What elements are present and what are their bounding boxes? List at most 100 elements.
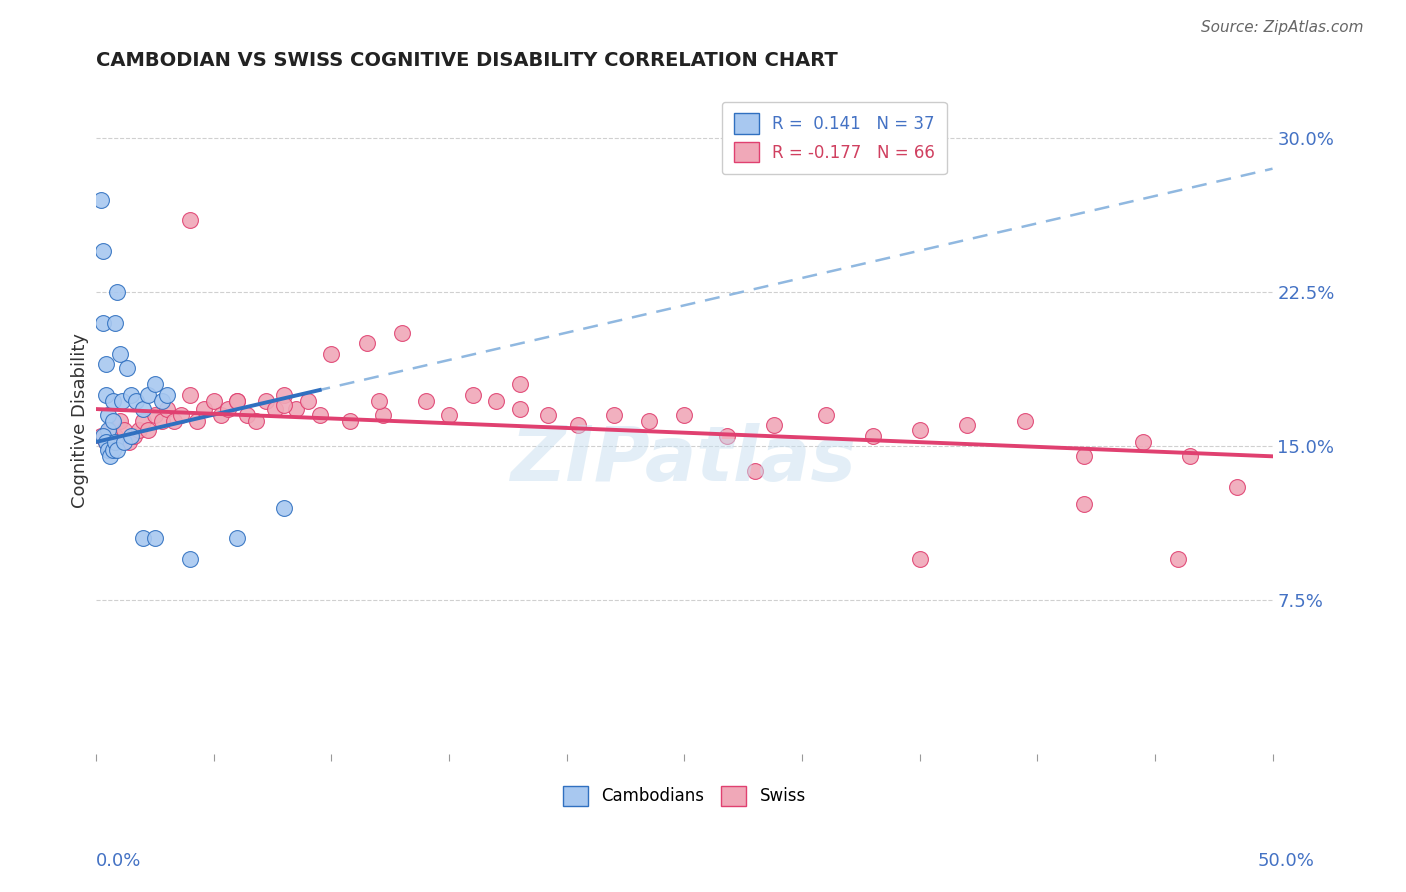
Point: [461, 387, 484, 401]
Point: [94, 434, 117, 449]
Point: [104, 434, 127, 449]
Point: [308, 408, 330, 422]
Point: [179, 213, 201, 227]
Point: [297, 393, 319, 408]
Point: [94, 434, 117, 449]
Point: [150, 393, 173, 408]
Point: [98, 423, 121, 437]
Point: [744, 464, 766, 478]
Point: [97, 408, 120, 422]
Point: [509, 402, 531, 417]
Point: [170, 408, 193, 422]
Point: [90, 429, 112, 443]
Point: [90, 193, 112, 207]
Text: 50.0%: 50.0%: [1258, 852, 1315, 870]
Point: [193, 402, 215, 417]
Point: [143, 377, 166, 392]
Point: [437, 408, 460, 422]
Point: [125, 393, 148, 408]
Point: [115, 361, 138, 376]
Point: [273, 387, 295, 401]
Point: [101, 443, 124, 458]
Point: [373, 408, 395, 422]
Point: [136, 423, 159, 437]
Point: [121, 429, 143, 443]
Point: [226, 393, 249, 408]
Point: [98, 450, 121, 464]
Point: [603, 408, 626, 422]
Text: CAMBODIAN VS SWISS COGNITIVE DISABILITY CORRELATION CHART: CAMBODIAN VS SWISS COGNITIVE DISABILITY …: [96, 51, 838, 70]
Point: [104, 429, 127, 443]
Point: [128, 423, 150, 437]
Point: [163, 414, 186, 428]
Point: [509, 377, 531, 392]
Point: [339, 414, 361, 428]
Point: [762, 418, 785, 433]
Point: [956, 418, 979, 433]
Point: [156, 402, 179, 417]
Point: [91, 316, 114, 330]
Text: 0.0%: 0.0%: [96, 852, 141, 870]
Point: [908, 552, 931, 566]
Point: [391, 326, 413, 340]
Point: [1073, 450, 1095, 464]
Point: [186, 414, 208, 428]
Point: [108, 346, 131, 360]
Point: [1132, 434, 1154, 449]
Point: [264, 402, 287, 417]
Point: [537, 408, 560, 422]
Point: [150, 414, 173, 428]
Point: [716, 429, 738, 443]
Y-axis label: Cognitive Disability: Cognitive Disability: [72, 333, 89, 508]
Point: [285, 402, 308, 417]
Point: [122, 429, 145, 443]
Point: [105, 443, 128, 458]
Point: [179, 387, 201, 401]
Point: [97, 423, 120, 437]
Point: [91, 429, 114, 443]
Point: [908, 423, 931, 437]
Point: [485, 393, 508, 408]
Point: [356, 336, 378, 351]
Point: [132, 532, 155, 546]
Point: [1167, 552, 1189, 566]
Point: [143, 532, 166, 546]
Point: [136, 387, 159, 401]
Point: [862, 429, 884, 443]
Point: [567, 418, 589, 433]
Point: [1180, 450, 1202, 464]
Point: [105, 285, 128, 299]
Point: [156, 387, 179, 401]
Point: [415, 393, 437, 408]
Point: [1073, 497, 1095, 511]
Point: [97, 434, 120, 449]
Point: [202, 393, 225, 408]
Point: [121, 387, 143, 401]
Point: [236, 408, 259, 422]
Point: [132, 402, 155, 417]
Point: [367, 393, 389, 408]
Point: [132, 414, 155, 428]
Point: [108, 414, 131, 428]
Point: [209, 408, 232, 422]
Text: ZIPatlas: ZIPatlas: [512, 424, 858, 498]
Point: [101, 393, 124, 408]
Point: [673, 408, 696, 422]
Point: [101, 414, 124, 428]
Point: [98, 443, 121, 458]
Point: [94, 387, 117, 401]
Point: [273, 500, 295, 515]
Point: [245, 414, 267, 428]
Point: [814, 408, 837, 422]
Point: [118, 434, 141, 449]
Point: [1014, 414, 1036, 428]
Point: [254, 393, 277, 408]
Point: [112, 434, 135, 449]
Point: [638, 414, 661, 428]
Point: [226, 532, 249, 546]
Point: [273, 398, 295, 412]
Text: Source: ZipAtlas.com: Source: ZipAtlas.com: [1201, 20, 1364, 35]
Point: [112, 423, 135, 437]
Point: [1226, 480, 1249, 494]
Point: [217, 402, 239, 417]
